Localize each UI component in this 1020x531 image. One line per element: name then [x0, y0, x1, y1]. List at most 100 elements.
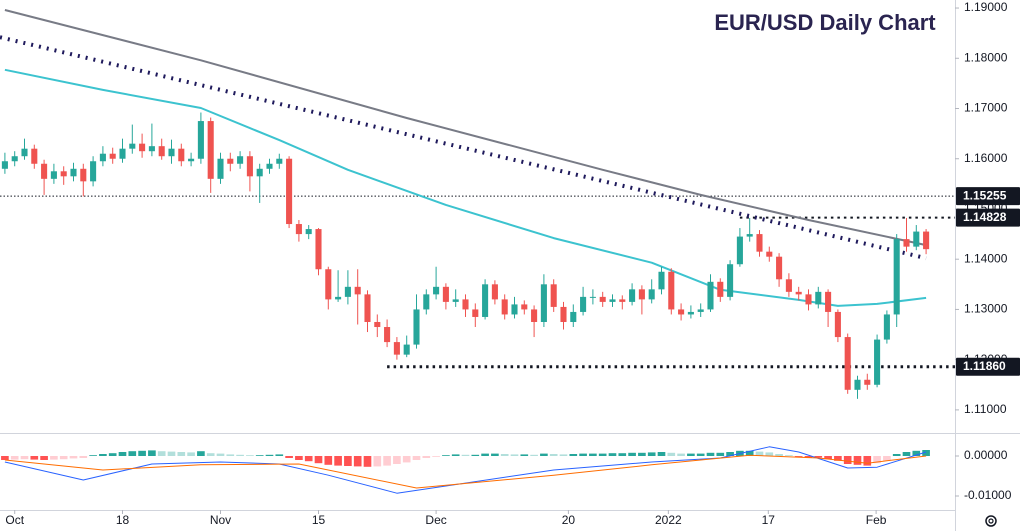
- gear-hub[interactable]: [988, 518, 994, 524]
- histogram-bar: [824, 456, 832, 460]
- histogram-bar: [118, 452, 127, 456]
- settings-icon[interactable]: [985, 515, 997, 527]
- histogram-bar: [236, 454, 244, 456]
- histogram-bar: [353, 456, 362, 467]
- candle-body: [599, 296, 606, 302]
- histogram-bar: [197, 451, 205, 456]
- chart-title: EUR/USD Daily Chart: [714, 10, 936, 35]
- candle-body: [511, 304, 518, 315]
- histogram-bar: [902, 452, 911, 456]
- x-tick-label: Nov: [210, 513, 231, 527]
- x-tick-label: Feb: [866, 513, 887, 527]
- candle-body: [540, 284, 547, 322]
- histogram-bar: [148, 450, 156, 456]
- candle-body: [129, 143, 136, 149]
- y-tick-label: 1.11000: [964, 402, 1007, 416]
- candle-body: [756, 234, 763, 252]
- histogram-bar: [677, 453, 685, 456]
- histogram-bar: [638, 452, 646, 456]
- candle-body: [188, 158, 195, 162]
- histogram-bar: [863, 456, 872, 466]
- histogram-bar: [226, 454, 235, 456]
- candle-body: [41, 163, 48, 179]
- histogram-bar: [324, 456, 333, 465]
- histogram-bar: [10, 456, 19, 460]
- histogram-bar: [520, 454, 529, 456]
- histogram-bar: [500, 454, 509, 456]
- candle-body: [119, 148, 126, 159]
- histogram-bar: [363, 456, 372, 467]
- candle-body: [531, 309, 538, 322]
- histogram-bar: [785, 455, 793, 456]
- x-tick-label: 20: [562, 513, 576, 527]
- histogram-bar: [295, 456, 303, 460]
- candle-body: [472, 309, 479, 317]
- candle-body: [697, 309, 704, 312]
- candle-body: [325, 269, 332, 300]
- candle-body: [717, 281, 724, 297]
- histogram-bar: [373, 456, 382, 467]
- histogram-bar: [50, 456, 58, 460]
- candle-body: [266, 163, 273, 169]
- candle-body: [168, 148, 175, 157]
- candle-body: [619, 299, 626, 302]
- candle-body: [903, 239, 910, 247]
- gear[interactable]: [985, 515, 997, 527]
- candle-body: [237, 156, 244, 164]
- candle-body: [658, 271, 665, 290]
- candle-body: [90, 161, 97, 182]
- histogram-bar: [755, 451, 764, 456]
- candle-body: [393, 342, 400, 355]
- histogram-bar: [40, 456, 48, 460]
- candle-body: [795, 291, 802, 295]
- histogram-bar: [608, 453, 617, 456]
- level-label-box: [956, 357, 1020, 376]
- candle-body: [766, 251, 773, 257]
- y-tick-label: 1.18000: [964, 50, 1008, 64]
- histogram-bar: [255, 455, 264, 456]
- histogram-bar: [334, 456, 342, 466]
- histogram-bar: [275, 454, 284, 456]
- histogram-bar: [834, 456, 842, 461]
- histogram-bar: [873, 456, 881, 464]
- histogram-bar: [892, 454, 901, 456]
- histogram-bar: [843, 456, 852, 464]
- candle-body: [99, 153, 106, 162]
- candle-body: [491, 284, 498, 300]
- candle-body: [148, 146, 155, 152]
- histogram-bar: [804, 456, 813, 458]
- candle-body: [305, 229, 312, 235]
- candle-body: [227, 158, 234, 164]
- histogram-bar: [726, 452, 734, 456]
- indicator-line: [4, 9, 927, 247]
- candle-body: [609, 299, 616, 302]
- candle-body: [413, 309, 420, 345]
- histogram-bar: [716, 452, 725, 456]
- y-tick-label: 1.13000: [964, 302, 1008, 316]
- histogram-bar: [598, 453, 607, 456]
- candle-body: [158, 146, 165, 157]
- candle-body: [707, 281, 714, 310]
- histogram-bar: [314, 456, 323, 464]
- candle-body: [893, 239, 900, 315]
- candle-body: [570, 311, 577, 322]
- candle-body: [727, 264, 734, 297]
- histogram-bar: [167, 451, 176, 456]
- histogram-bar: [393, 456, 401, 464]
- trend-line: [0, 35, 927, 261]
- histogram-bar: [912, 450, 921, 456]
- level-label: 1.11860: [963, 359, 1006, 373]
- candle-body: [344, 286, 351, 297]
- candle-body: [560, 306, 567, 322]
- candle-body: [825, 291, 832, 312]
- histogram-bar: [745, 450, 754, 456]
- histogram-bar: [216, 453, 225, 456]
- candle-body: [864, 379, 871, 385]
- histogram-bar: [30, 456, 39, 460]
- y-tick-label: 1.14000: [964, 251, 1008, 265]
- indicator-line: [4, 454, 927, 489]
- level-label: 1.14828: [963, 210, 1007, 224]
- histogram-bar: [69, 456, 78, 459]
- histogram-bar: [471, 454, 480, 456]
- candle-body: [256, 168, 263, 177]
